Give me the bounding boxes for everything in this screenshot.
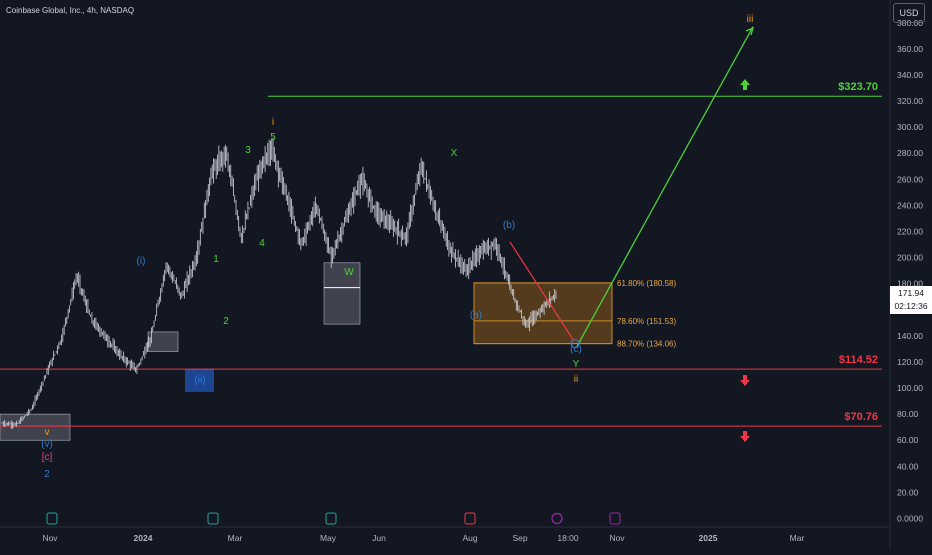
y-tick-label: 300.00 xyxy=(897,122,923,132)
target-up-arrow xyxy=(740,79,750,90)
y-tick-label: 140.00 xyxy=(897,331,923,341)
price-level-label: $70.76 xyxy=(844,411,878,423)
x-tick-label: Mar xyxy=(228,533,243,543)
earnings-event-icon xyxy=(207,512,219,525)
bar-countdown: 02:12:36 xyxy=(894,301,928,311)
y-tick-label: 80.00 xyxy=(897,409,919,419)
wave-label: X xyxy=(451,148,458,159)
x-tick-label: Mar xyxy=(790,533,805,543)
y-tick-label: 60.00 xyxy=(897,435,919,445)
wave-label: v xyxy=(45,427,50,438)
wave-label: (c) xyxy=(570,344,582,355)
earnings-event-icon xyxy=(46,512,58,525)
wave-label: 4 xyxy=(259,238,265,249)
y-tick-label: 320.00 xyxy=(897,96,923,106)
x-tick-label: 2024 xyxy=(134,533,153,543)
arrow-shape xyxy=(740,375,750,386)
x-tick-label: Jun xyxy=(372,533,386,543)
price-level-label: $114.52 xyxy=(839,354,878,366)
fib-level-label: 61.80% (180.58) xyxy=(617,279,676,288)
earnings-event-icon xyxy=(325,512,337,525)
x-tick-label: May xyxy=(320,533,337,543)
wave-label: 2 xyxy=(223,316,229,327)
wave-label: i xyxy=(272,117,274,128)
consolidation-box xyxy=(323,262,361,325)
wave-label: W xyxy=(344,267,354,278)
y-tick-label: 260.00 xyxy=(897,174,923,184)
fib-level-label: 78.60% (151.53) xyxy=(617,317,676,326)
wave-label: (a) xyxy=(470,310,482,321)
wave-label: (ii) xyxy=(194,375,205,386)
y-tick-label: 0.0000 xyxy=(897,514,923,524)
arrow-shape xyxy=(740,79,750,90)
y-tick-label: 340.00 xyxy=(897,70,923,80)
wave-label: [c] xyxy=(42,452,53,463)
y-tick-label: 360.00 xyxy=(897,44,923,54)
x-tick-label: 18:00 xyxy=(557,533,579,543)
y-tick-label: 220.00 xyxy=(897,226,923,236)
fib-level-label: 88.70% (134.06) xyxy=(617,340,676,349)
wave-label: Y xyxy=(573,359,580,370)
y-tick-label: 20.00 xyxy=(897,487,919,497)
currency-selector[interactable]: USD xyxy=(893,3,925,23)
x-tick-label: Aug xyxy=(462,533,477,543)
stop-down-arrow xyxy=(740,431,750,442)
y-tick-label: 100.00 xyxy=(897,383,923,393)
x-tick-label: Nov xyxy=(42,533,58,543)
chart-title: Coinbase Global, Inc., 4h, NASDAQ xyxy=(6,6,135,15)
y-tick-label: 280.00 xyxy=(897,148,923,158)
consolidation-box xyxy=(147,331,179,352)
wave-label: 1 xyxy=(213,254,219,265)
wave-label: 3 xyxy=(245,145,251,156)
wave-label: (v) xyxy=(41,439,53,450)
projection-arrowhead xyxy=(745,26,755,36)
arrow-shape xyxy=(740,431,750,442)
y-tick-label: 120.00 xyxy=(897,357,923,367)
dividend-event-icon xyxy=(551,512,563,525)
wave-c-marker xyxy=(570,339,580,349)
stop-down-arrow xyxy=(740,375,750,386)
earnings-event-icon xyxy=(609,512,621,525)
wave-label: 2 xyxy=(44,469,50,480)
y-tick-label: 180.00 xyxy=(897,279,923,289)
wave-label: (i) xyxy=(137,256,146,267)
wave-ii-box xyxy=(185,368,214,392)
wave-label: iii xyxy=(747,14,754,25)
consolidation-box xyxy=(0,413,71,441)
wave-c-projection-line xyxy=(509,241,575,342)
x-tick-label: Sep xyxy=(512,533,527,543)
wave-iii-projection-line xyxy=(576,26,754,347)
y-tick-label: 200.00 xyxy=(897,253,923,263)
earnings-event-icon xyxy=(464,512,476,525)
x-tick-label: Nov xyxy=(609,533,625,543)
y-tick-label: 40.00 xyxy=(897,461,919,471)
current-price: 171.94 xyxy=(898,288,924,298)
x-tick-label: 2025 xyxy=(699,533,718,543)
wave-label: ii xyxy=(574,374,578,385)
wave-label: (b) xyxy=(503,220,515,231)
y-tick-label: 240.00 xyxy=(897,200,923,210)
price-level-label: $323.70 xyxy=(838,81,878,93)
wave-label: 5 xyxy=(270,132,276,143)
current-price-tag: 171.94 02:12:36 xyxy=(890,286,932,314)
